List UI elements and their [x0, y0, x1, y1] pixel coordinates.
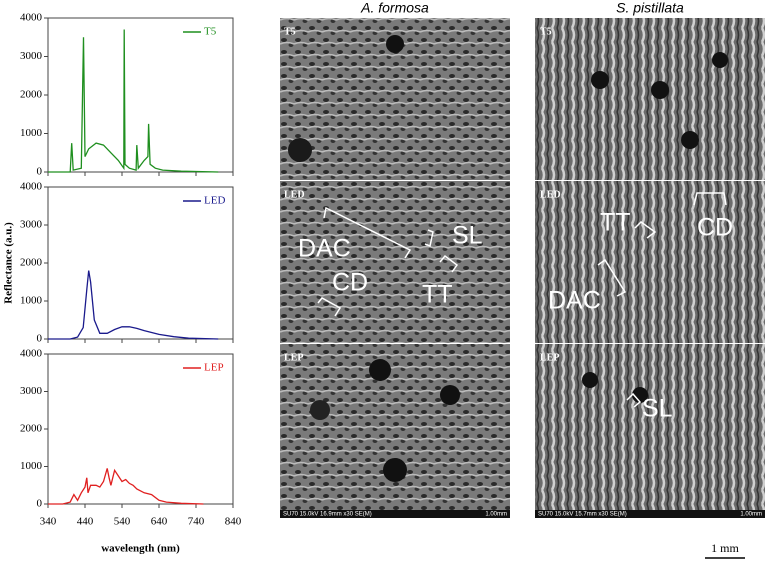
sem-panels: [280, 18, 765, 518]
column-header: A. formosa: [360, 0, 429, 16]
x-tick-label: 640: [151, 516, 168, 528]
y-tick-label: 4000: [20, 348, 43, 360]
scale-info: SU70 15.0kV 15.7mm x30 SE(M): [538, 512, 627, 518]
x-tick-label: 440: [77, 516, 94, 528]
column-header: S. pistillata: [616, 0, 684, 16]
x-tick-label: 740: [188, 516, 205, 528]
annotation-brackets: [317, 192, 727, 408]
y-axis-label: Reflectance (a.u.): [3, 222, 15, 304]
x-tick-label: 840: [225, 516, 242, 528]
sem-image: [535, 18, 765, 180]
x-tick-label: 340: [40, 516, 57, 528]
plot-frame: [47, 353, 234, 505]
annotation: CD: [332, 269, 368, 297]
y-tick-label: 4000: [20, 12, 43, 24]
y-tick-label: 2000: [20, 89, 43, 101]
y-tick-label: 3000: [20, 50, 43, 62]
scale-info: SU70 15.0kV 16.9mm x30 SE(M): [283, 512, 372, 518]
panel-label: T5: [540, 26, 552, 37]
panel-label: LEP: [284, 352, 303, 363]
annotation: DAC: [548, 287, 601, 315]
panel-label: T5: [284, 26, 296, 37]
annotation: CD: [697, 214, 733, 242]
y-tick-label: 2000: [20, 423, 43, 435]
scale-text: 1.00mm: [485, 512, 507, 518]
x-tick-label: 540: [114, 516, 131, 528]
scale-text: 1.00mm: [740, 512, 762, 518]
y-tick-label: 0: [37, 166, 43, 178]
y-tick-label: 0: [37, 333, 43, 345]
panel-label: LEP: [540, 352, 559, 363]
sem-image: [280, 344, 510, 518]
spectrum-line: [48, 468, 204, 505]
plot-frame: [47, 17, 234, 173]
sem-image: [535, 181, 765, 343]
scale-bar-label: 1 mm: [711, 541, 739, 555]
legend-label: LEP: [204, 362, 224, 374]
legend-label: LED: [204, 195, 225, 207]
y-tick-label: 1000: [20, 460, 43, 472]
y-tick-label: 3000: [20, 219, 43, 231]
annotation: TT: [600, 209, 631, 237]
y-tick-label: 2000: [20, 257, 43, 269]
legend-label: T5: [204, 26, 217, 38]
info-bar: [280, 510, 510, 518]
panel-label: LED: [540, 189, 561, 200]
annotation: SL: [452, 222, 483, 250]
sem-image: [280, 181, 510, 343]
annotation: TT: [422, 281, 453, 309]
y-tick-label: 4000: [20, 181, 43, 193]
panel-label: LED: [284, 189, 305, 200]
annotation: SL: [642, 395, 673, 423]
y-tick-label: 1000: [20, 295, 43, 307]
y-tick-label: 3000: [20, 385, 43, 397]
y-tick-label: 0: [37, 498, 43, 510]
spectrum-line: [48, 29, 219, 173]
plot-frame: [47, 186, 234, 340]
y-tick-label: 1000: [20, 127, 43, 139]
x-axis-label: wavelength (nm): [101, 543, 180, 555]
annotation: DAC: [298, 235, 351, 263]
spectrum-line: [48, 270, 219, 340]
info-bar: [535, 510, 765, 518]
sem-image: [535, 344, 765, 518]
